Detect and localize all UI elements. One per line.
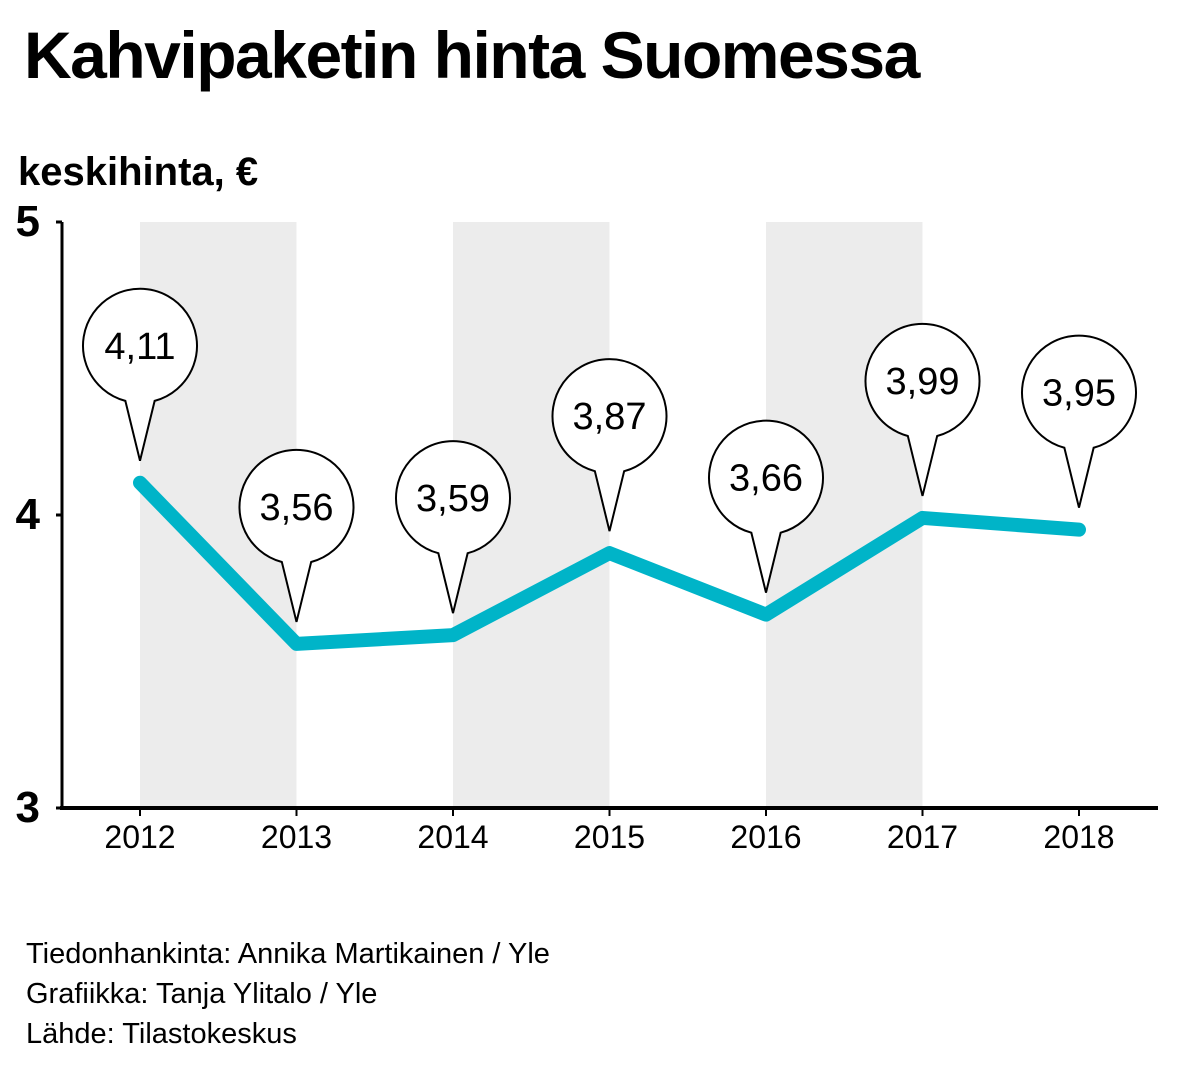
y-axis-label: keskihinta, € (18, 150, 259, 194)
data-label: 3,59 (416, 478, 490, 520)
value-callout (82, 287, 198, 462)
x-tick-label: 2015 (574, 819, 645, 855)
value-callout (708, 419, 824, 593)
data-label: 4,11 (104, 326, 175, 368)
data-point (1078, 528, 1080, 531)
chart-title: Kahvipaketin hinta Suomessa (24, 18, 920, 92)
x-tick-label: 2016 (730, 819, 801, 855)
data-label: 3,66 (729, 458, 803, 500)
value-callout (1021, 334, 1137, 508)
credits: Tiedonhankinta: Annika Martikainen / Yle… (26, 934, 550, 1054)
x-tick-label: 2013 (261, 819, 332, 855)
value-callout (551, 358, 668, 532)
x-tick-label: 2014 (417, 819, 488, 855)
data-label: 3,56 (260, 487, 334, 529)
x-tick-label: 2018 (1043, 819, 1114, 855)
x-tick-label: 2017 (887, 819, 958, 855)
credit-research: Tiedonhankinta: Annika Martikainen / Yle (26, 938, 550, 970)
value-callout (395, 440, 511, 614)
value-callout (238, 449, 355, 623)
data-label: 3,99 (886, 361, 960, 403)
value-callout (864, 323, 981, 497)
data-label: 3,95 (1042, 373, 1116, 415)
x-tick-label: 2012 (104, 819, 175, 855)
data-point (608, 552, 611, 555)
credit-graphics: Grafiikka: Tanja Ylitalo / Yle (26, 978, 378, 1010)
credit-source: Lähde: Tilastokeskus (26, 1018, 297, 1050)
y-tick-label: 3 (16, 783, 40, 832)
y-tick-label: 4 (16, 490, 41, 539)
data-point (139, 481, 141, 484)
y-tick-label: 5 (16, 197, 40, 246)
data-point (295, 642, 298, 645)
data-point (921, 516, 924, 519)
data-label: 3,87 (573, 396, 647, 438)
data-point (765, 613, 767, 616)
data-point (452, 634, 454, 637)
